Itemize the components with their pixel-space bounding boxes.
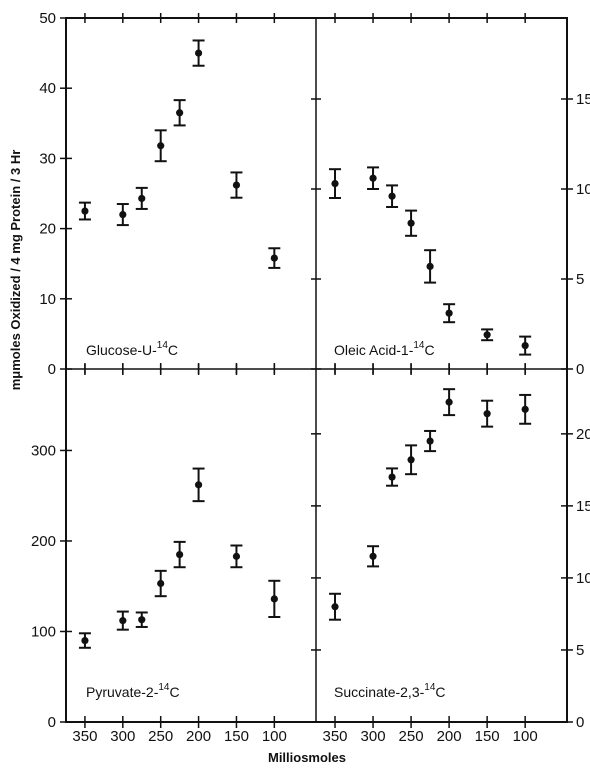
- data-point: [521, 342, 529, 350]
- data-point: [232, 181, 241, 189]
- panel-label-oleic: Oleic Acid-1-14C: [334, 340, 435, 358]
- data-point: [407, 456, 415, 464]
- y-tick-label: 0: [576, 361, 584, 378]
- data-point: [157, 142, 165, 150]
- y-tick-label: 0: [48, 361, 56, 378]
- data-point: [426, 437, 434, 445]
- data-point: [270, 595, 278, 603]
- y-tick-label: 200: [31, 533, 56, 550]
- x-tick-label: 100: [513, 728, 538, 745]
- data-point: [483, 410, 491, 418]
- y-tick-label: 5: [576, 271, 584, 288]
- x-tick-label: 300: [361, 728, 386, 745]
- y-tick-label: 40: [39, 80, 56, 97]
- x-tick-label: 350: [72, 728, 97, 745]
- data-point: [81, 207, 89, 215]
- y-tick-label: 20: [576, 426, 590, 443]
- y-tick-label: 300: [31, 442, 56, 459]
- panel-label-succinate: Succinate-2,3-14C: [334, 682, 446, 700]
- y-axis-title: mμmoles Oxidized / 4 mg Protein / 3 Hr: [8, 150, 23, 391]
- data-point: [81, 636, 89, 645]
- data-point: [138, 616, 146, 624]
- x-tick-label: 150: [224, 728, 249, 745]
- data-point: [194, 481, 203, 489]
- data-point: [521, 405, 529, 413]
- data-point: [176, 109, 184, 117]
- data-marks: [78, 39, 532, 649]
- y-tick-label: 10: [576, 181, 590, 198]
- x-tick-label: 150: [475, 728, 500, 745]
- x-tick-label: 200: [186, 728, 211, 745]
- data-point: [194, 49, 203, 57]
- panel-label-glucose: Glucose-U-14C: [86, 340, 178, 358]
- data-point: [331, 603, 339, 611]
- x-axis-title: Milliosmoles: [268, 750, 346, 765]
- data-point: [407, 219, 415, 227]
- data-point: [138, 194, 146, 203]
- y-tick-label: 10: [39, 291, 56, 308]
- data-point: [445, 398, 453, 406]
- data-point: [176, 550, 184, 559]
- data-point: [388, 473, 396, 481]
- x-tick-label: 200: [437, 728, 462, 745]
- y-tick-label: 50: [39, 10, 56, 27]
- x-tick-label: 250: [148, 728, 173, 745]
- x-tick-label: 300: [110, 728, 135, 745]
- y-tick-label: 20: [39, 221, 56, 238]
- data-point: [119, 617, 127, 625]
- data-point: [369, 552, 377, 560]
- data-point: [270, 254, 278, 262]
- y-tick-label: 10: [576, 570, 590, 587]
- y-tick-label: 0: [48, 714, 56, 731]
- y-tick-label: 15: [576, 498, 590, 515]
- y-tick-label: 15: [576, 91, 590, 108]
- data-point: [426, 262, 434, 270]
- x-tick-label: 250: [399, 728, 424, 745]
- y-tick-label: 100: [31, 623, 56, 640]
- data-point: [369, 174, 377, 182]
- axis-ticks: [60, 13, 573, 728]
- data-point: [157, 579, 165, 588]
- data-point: [388, 192, 396, 200]
- x-tick-label: 350: [322, 728, 347, 745]
- y-tick-label: 5: [576, 642, 584, 659]
- x-tick-label: 100: [262, 728, 287, 745]
- y-tick-label: 0: [576, 714, 584, 731]
- data-point: [331, 180, 339, 188]
- data-point: [232, 552, 241, 560]
- y-tick-label: 30: [39, 150, 56, 167]
- panel-label-pyruvate: Pyruvate-2-14C: [86, 682, 180, 700]
- data-point: [119, 210, 127, 219]
- data-point: [445, 309, 453, 317]
- data-point: [483, 331, 491, 339]
